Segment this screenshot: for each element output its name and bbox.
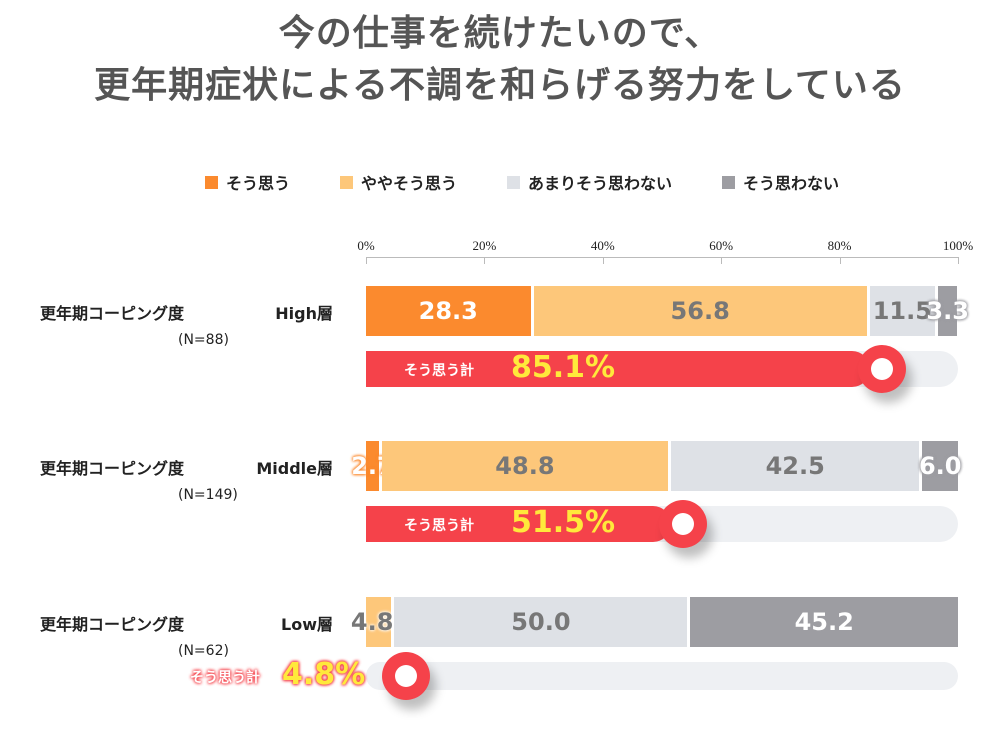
total-knob-icon	[382, 652, 431, 700]
legend-swatch	[507, 175, 521, 189]
row-tier-label: Middle層	[256, 459, 333, 478]
legend-label: そう思う	[226, 174, 291, 193]
tick-mark	[366, 257, 367, 264]
total-value: 85.1%	[511, 350, 616, 385]
tick-mark	[958, 257, 959, 264]
segment-label: 3.3	[926, 297, 969, 325]
row-label: 更年期コーピング度 Middle層	[40, 455, 333, 479]
legend-item: そう思う	[205, 170, 290, 194]
segment-label: 50.0	[511, 608, 571, 636]
x-axis	[366, 257, 958, 264]
legend-label: そう思わない	[743, 174, 840, 193]
segment-label: 11.5	[872, 297, 932, 325]
segment-label: 42.5	[765, 452, 825, 480]
segment-label: 48.8	[495, 452, 555, 480]
tick-mark	[484, 257, 486, 264]
bar-segment: 2.7	[351, 441, 394, 491]
bar-segment: 6.0	[919, 441, 961, 491]
bar-segment: 56.8	[533, 286, 870, 336]
tick-label: 0%	[357, 238, 375, 253]
segment-label: 6.0	[918, 452, 962, 480]
total-knob-icon	[857, 345, 906, 393]
bar-segment: 4.8	[351, 597, 395, 647]
legend-swatch	[205, 175, 218, 189]
legend-label: ややそう思う	[361, 174, 458, 193]
tick-mark	[721, 257, 723, 264]
segment-label: 4.8	[350, 608, 394, 636]
total-label: そう思う計	[190, 670, 260, 686]
row-n: (N=62)	[178, 643, 229, 659]
segment-label: 56.8	[670, 297, 730, 325]
total-fill	[366, 351, 870, 387]
total-value: 4.8%	[282, 657, 366, 692]
segment-label: 45.2	[794, 608, 854, 636]
legend: そう思う ややそう思う あまりそう思わない そう思わない	[205, 170, 889, 194]
tick-mark	[839, 257, 841, 264]
legend-item: そう思わない	[722, 170, 839, 194]
tick-label: 60%	[709, 238, 734, 253]
total-track	[366, 662, 958, 690]
legend-swatch	[722, 175, 736, 189]
tick-label: 100%	[942, 238, 974, 253]
row-n: (N=88)	[178, 332, 229, 348]
bar-segment: 42.5	[670, 441, 923, 491]
tick-label: 20%	[472, 238, 497, 253]
row-tier-label: Low層	[281, 615, 333, 634]
row-label: 更年期コーピング度 High層	[40, 300, 333, 324]
row-group-label: 更年期コーピング度	[40, 459, 185, 478]
legend-label: あまりそう思わない	[528, 174, 673, 193]
legend-swatch	[340, 175, 354, 189]
total-label: そう思う計	[404, 363, 474, 379]
total-label: そう思う計	[404, 518, 474, 534]
bar-segment: 28.3	[366, 286, 534, 336]
row-group-label: 更年期コーピング度	[40, 615, 185, 634]
legend-item: ややそう思う	[340, 170, 457, 194]
row-tier-label: High層	[275, 304, 333, 323]
chart-title: 今の仕事を続けたいので、 更年期症状による不調を和らげる努力をしている	[94, 13, 906, 106]
segment-label: 28.3	[418, 297, 478, 325]
row-n: (N=149)	[178, 487, 238, 503]
total-value: 51.5%	[511, 505, 616, 540]
bar-segment: 45.2	[690, 597, 958, 647]
total-knob-icon	[658, 500, 707, 548]
tick-label: 40%	[590, 238, 615, 253]
bar-segment: 3.3	[926, 286, 969, 336]
tick-label: 80%	[827, 238, 852, 253]
bar-segment: 11.5	[869, 286, 938, 336]
total-fill	[366, 506, 671, 542]
bar-segment: 48.8	[381, 441, 671, 491]
tick-mark	[602, 257, 604, 264]
bar-segment: 50.0	[394, 597, 691, 647]
legend-item: あまりそう思わない	[507, 170, 672, 194]
row-label: 更年期コーピング度 Low層	[40, 611, 333, 635]
row-group-label: 更年期コーピング度	[40, 304, 185, 323]
